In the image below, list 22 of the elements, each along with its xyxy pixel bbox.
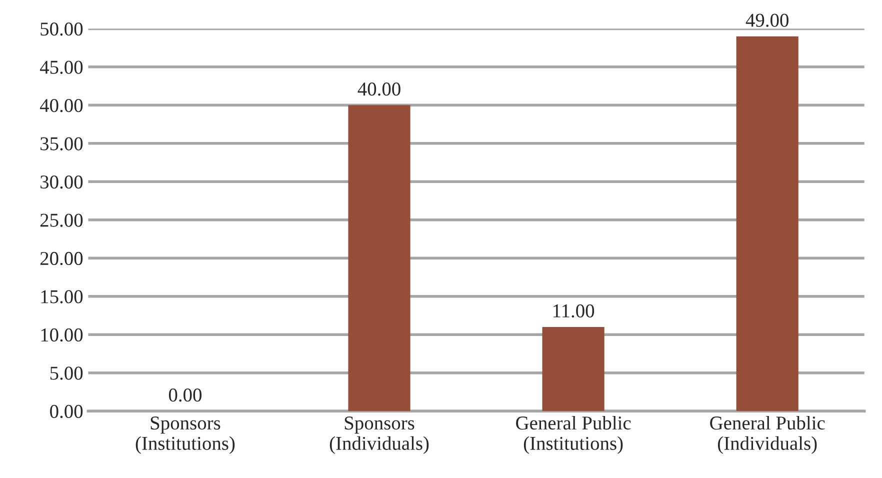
y-tick-label: 30.00 bbox=[40, 175, 83, 189]
x-tick-label: General Public (Institutions) bbox=[516, 416, 631, 454]
bar bbox=[348, 105, 410, 412]
data-label: 49.00 bbox=[746, 14, 788, 27]
y-tick-label: 50.00 bbox=[40, 22, 83, 36]
y-tick-label: 40.00 bbox=[40, 98, 83, 112]
y-tick-label: 35.00 bbox=[40, 137, 83, 150]
y-tick-label: 15.00 bbox=[41, 290, 83, 304]
bar bbox=[542, 326, 604, 412]
y-tick-label: 25.00 bbox=[40, 214, 83, 227]
y-tick-label: 45.00 bbox=[40, 60, 83, 74]
data-label: 0.00 bbox=[168, 388, 202, 402]
y-tick-label: 20.00 bbox=[40, 252, 83, 266]
y-tick-label: 10.00 bbox=[41, 328, 83, 342]
bar bbox=[736, 36, 798, 412]
data-label: 11.00 bbox=[554, 304, 594, 318]
x-tick-label: Sponsors (Individuals) bbox=[330, 416, 429, 454]
x-tick-label: Sponsors (Institutions) bbox=[136, 416, 235, 454]
x-tick-label: General Public (Individuals) bbox=[710, 416, 825, 454]
y-tick-label: 5.00 bbox=[50, 366, 83, 380]
y-tick-label: 0.00 bbox=[50, 404, 83, 418]
data-label: 40.00 bbox=[358, 82, 400, 96]
